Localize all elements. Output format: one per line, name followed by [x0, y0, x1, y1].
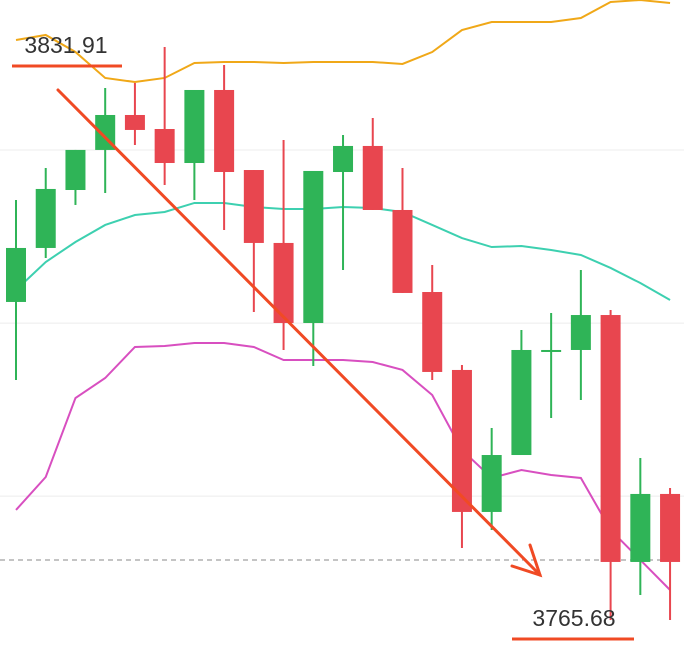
candle-body: [303, 170, 324, 323]
band-line: [15, 341, 671, 591]
arrow-shaft: [56, 88, 542, 577]
candle-body: [273, 242, 294, 323]
candles: [6, 46, 681, 621]
candle-body: [362, 145, 383, 210]
band-lines: [15, 0, 671, 591]
price-label: 3831.91: [24, 32, 107, 58]
candle-body: [630, 493, 651, 562]
candle-body: [570, 315, 591, 350]
candle-body: [214, 89, 235, 173]
price-label: 3765.68: [532, 605, 615, 631]
candle-body: [6, 247, 26, 302]
candle-body: [600, 315, 621, 562]
candle-body: [154, 129, 175, 164]
arrow-head: [510, 543, 543, 578]
candle-body: [124, 114, 145, 130]
annotations: 3831.91 3765.68: [12, 32, 634, 641]
candle-body: [333, 145, 354, 173]
trend-arrow: [56, 88, 543, 578]
candle-body: [660, 493, 681, 562]
candle-body: [451, 369, 472, 512]
candle-body: [392, 209, 413, 293]
candle-body: [511, 349, 532, 456]
candle-body: [481, 455, 502, 512]
candle-body: [243, 170, 264, 243]
candle-body: [184, 89, 205, 164]
candle-body: [541, 349, 562, 352]
candle-body: [35, 188, 56, 248]
candle-body: [422, 292, 443, 372]
candle-body: [65, 149, 86, 191]
band-line: [15, 0, 671, 84]
